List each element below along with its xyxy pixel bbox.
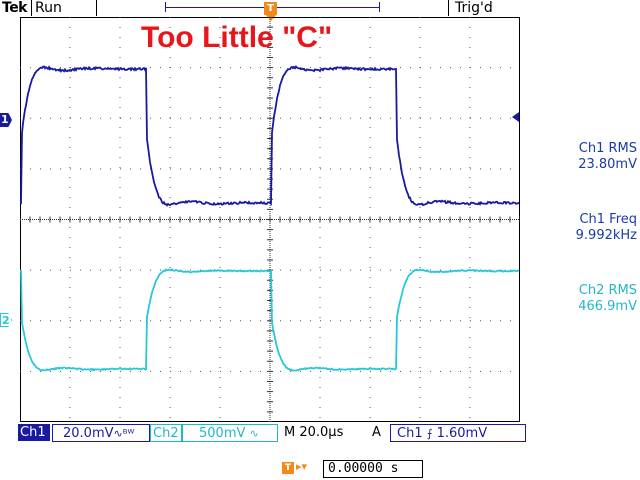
timebase-readout[interactable]: M 20.0µs: [284, 424, 364, 441]
measurement-ch2-rms: Ch2 RMS 466.9mV: [525, 283, 637, 315]
acquisition-mode: A: [372, 424, 384, 441]
timebase-value: 20.0µs: [299, 425, 343, 440]
trigger-source: Ch1: [397, 426, 423, 441]
graticule-svg: [20, 17, 520, 422]
record-bracket-left: [165, 2, 166, 12]
waveform-display[interactable]: [20, 17, 520, 422]
ac-icon: ∿: [250, 425, 259, 442]
ch2-scale-readout[interactable]: 500mV ∿: [182, 424, 278, 442]
measurement-ch1-freq: Ch1 Freq 9.992kHz: [525, 212, 637, 244]
measurement-value: 23.80mV: [525, 157, 637, 173]
divider: [448, 0, 449, 16]
ch2-scale-value: 500mV: [199, 426, 245, 441]
ac-bandwidth-icon: ∿ᴮᵂ: [114, 425, 135, 442]
top-status-bar: Tek Run T Trig'd: [0, 0, 640, 17]
measurement-label: Ch1 RMS: [525, 141, 637, 157]
ch1-label[interactable]: Ch1: [18, 424, 50, 441]
run-state: Run: [35, 0, 62, 16]
measurement-label: Ch1 Freq: [525, 212, 637, 228]
trigger-state: Trig'd: [455, 0, 493, 16]
plot-title: Too Little "C": [141, 21, 332, 55]
record-bracket-right: [379, 2, 380, 12]
divider: [31, 0, 32, 16]
measurement-value: 9.992kHz: [525, 228, 637, 244]
timebase-mode: M: [284, 425, 295, 440]
divider: [96, 0, 97, 16]
bottom-status-bar: Ch1 20.0mV∿ᴮᵂ Ch2 500mV ∿ M 20.0µs A Ch1…: [0, 424, 640, 442]
measurement-ch1-rms: Ch1 RMS 23.80mV: [525, 141, 637, 173]
offset-arrow-icon: ▸▾: [296, 460, 307, 473]
trigger-offset-icon: T: [282, 462, 294, 474]
channel1-ground-marker[interactable]: 1: [0, 113, 12, 127]
trigger-level: 1.60mV: [437, 426, 488, 441]
trigger-level-arrow-icon[interactable]: [512, 112, 519, 122]
trigger-readout[interactable]: Ch1 ⨍ 1.60mV: [390, 424, 526, 442]
rising-edge-icon: ⨍: [427, 425, 433, 442]
measurement-label: Ch2 RMS: [525, 283, 637, 299]
measurement-value: 466.9mV: [525, 299, 637, 315]
ch2-label[interactable]: Ch2: [150, 424, 182, 442]
ch1-scale-readout[interactable]: 20.0mV∿ᴮᵂ: [52, 424, 150, 442]
ch1-scale-value: 20.0mV: [63, 426, 114, 441]
brand-logo: Tek: [2, 0, 27, 16]
channel2-ground-marker[interactable]: 2: [0, 313, 12, 327]
horizontal-offset-field[interactable]: 0.00000 s: [323, 460, 423, 478]
